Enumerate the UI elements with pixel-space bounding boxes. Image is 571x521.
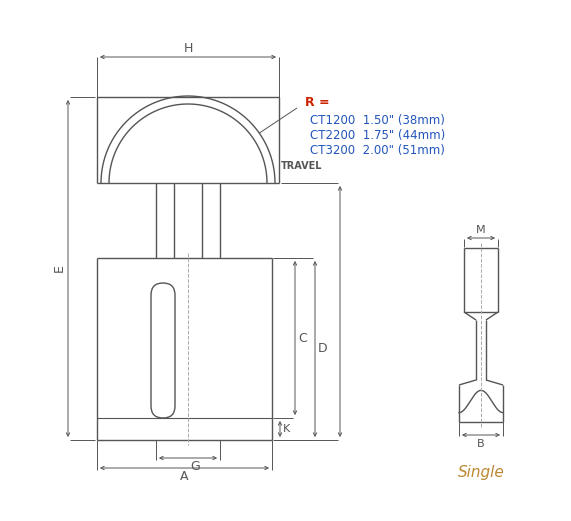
Text: D: D [318, 342, 328, 355]
Text: TRAVEL: TRAVEL [280, 161, 322, 171]
Text: A: A [180, 470, 189, 483]
Text: C: C [299, 331, 307, 344]
Text: H: H [183, 42, 192, 55]
Text: CT3200  2.00" (51mm): CT3200 2.00" (51mm) [310, 144, 445, 157]
Text: CT1200  1.50" (38mm): CT1200 1.50" (38mm) [310, 114, 445, 127]
Text: Single: Single [457, 465, 504, 480]
Text: E: E [53, 265, 66, 272]
Text: G: G [190, 460, 200, 473]
Text: B: B [477, 439, 485, 449]
Text: CT2200  1.75" (44mm): CT2200 1.75" (44mm) [310, 129, 445, 142]
Text: R =: R = [305, 95, 329, 108]
Text: K: K [283, 424, 291, 434]
Text: M: M [476, 225, 486, 235]
